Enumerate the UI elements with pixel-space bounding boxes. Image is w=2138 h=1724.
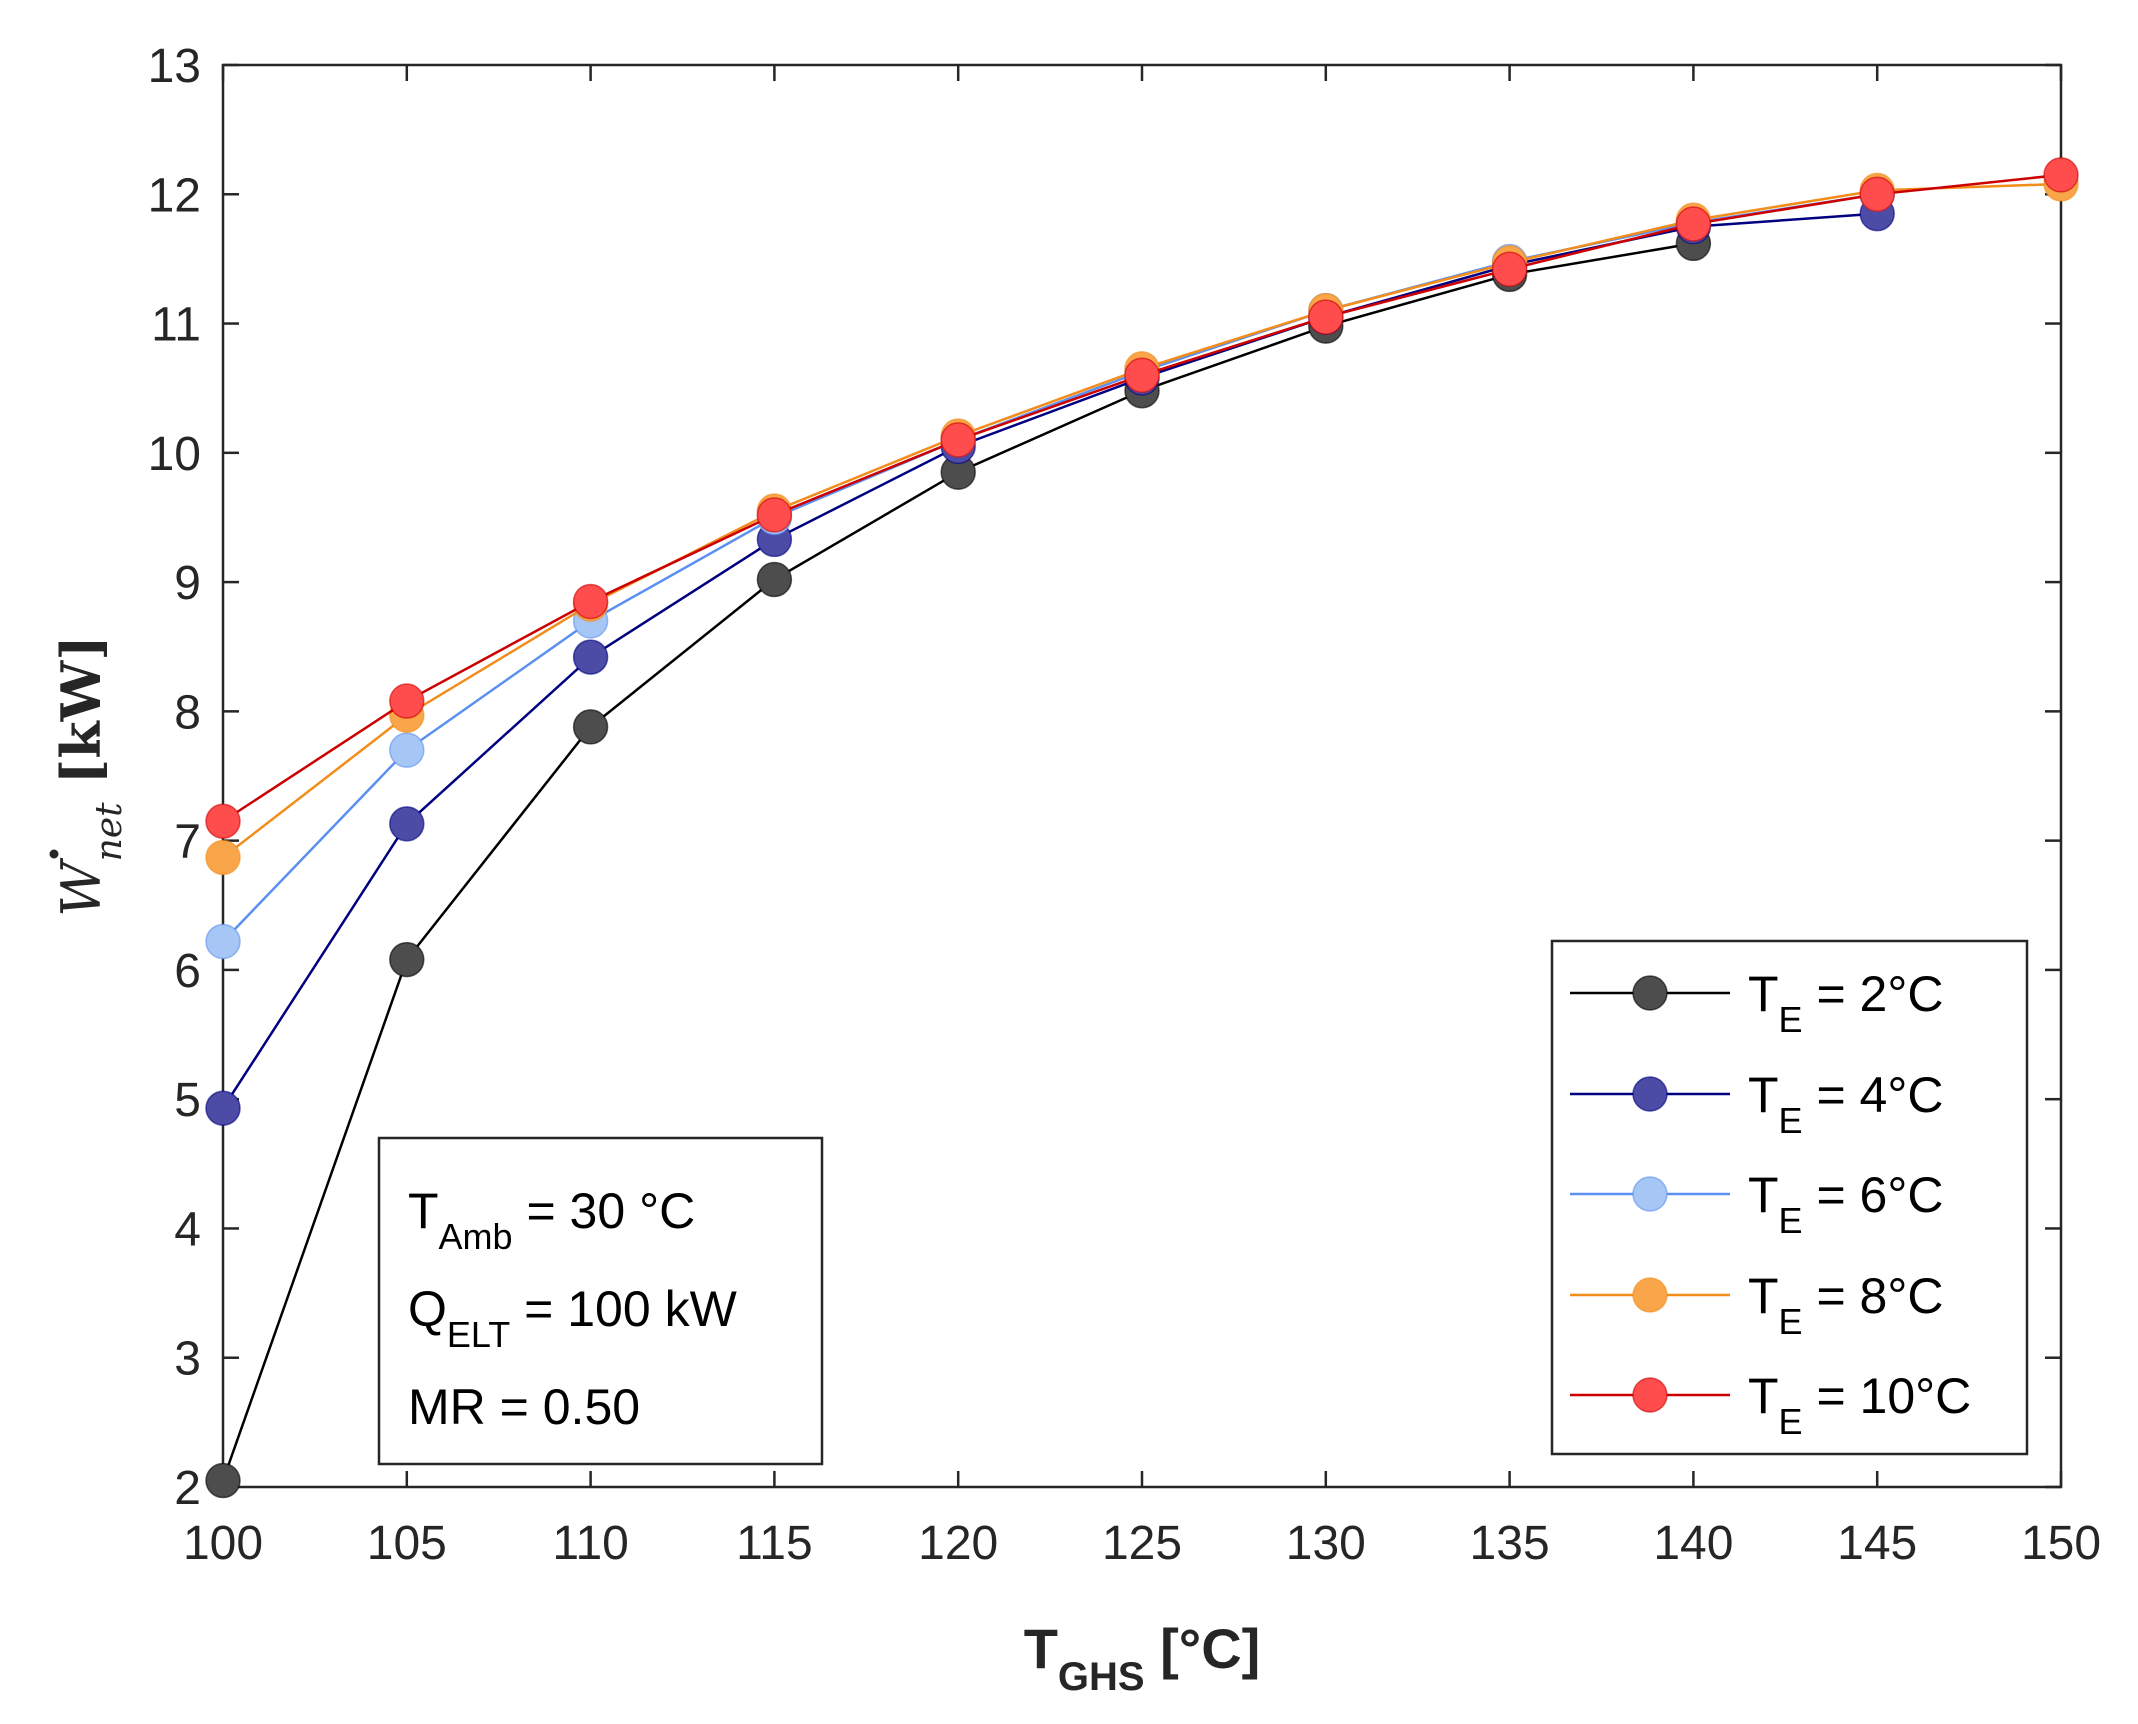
data-point bbox=[205, 923, 241, 960]
y-axis-title: Wnet[kW] bbox=[49, 635, 130, 917]
legend-label: TE = 4°C bbox=[1748, 1067, 1943, 1141]
x-tick-label: 115 bbox=[736, 1517, 813, 1570]
legend-marker bbox=[1632, 975, 1668, 1011]
y-tick-label: 2 bbox=[174, 1462, 201, 1515]
legend: TE = 2°C TE = 4°C TE = 6°C TE = 8°C TE = 10°… bbox=[1550, 939, 2029, 1456]
legend-marker bbox=[1632, 1377, 1668, 1413]
x-tick-label: 110 bbox=[552, 1517, 629, 1570]
data-point bbox=[205, 1090, 241, 1126]
x-tick-label: 125 bbox=[1102, 1517, 1182, 1570]
y-tick-label: 8 bbox=[174, 686, 201, 739]
y-tick-label: 12 bbox=[148, 169, 201, 222]
annotation-frame bbox=[377, 1136, 824, 1466]
data-point bbox=[572, 583, 609, 620]
data-point bbox=[756, 561, 793, 598]
data-point bbox=[205, 1462, 241, 1499]
data-point bbox=[389, 683, 425, 719]
data-point bbox=[572, 709, 609, 745]
y-tick-label: 3 bbox=[174, 1333, 201, 1386]
legend-entry-2: TE = 4°C bbox=[1570, 1067, 1943, 1141]
y-tick-label: 10 bbox=[148, 428, 201, 481]
data-point bbox=[1124, 357, 1160, 394]
data-point bbox=[1308, 299, 1344, 335]
x-tick-label: 105 bbox=[367, 1517, 447, 1570]
y-tick-label: 7 bbox=[174, 816, 201, 869]
x-tick-label: 145 bbox=[1837, 1517, 1917, 1570]
x-tick-labels: 100 105 110 115 120 125 130 135 140 145 150 bbox=[183, 1517, 2101, 1570]
data-point bbox=[1675, 206, 1712, 242]
data-point bbox=[389, 806, 425, 842]
data-point bbox=[2043, 157, 2079, 193]
y-tick-label: 9 bbox=[174, 557, 201, 610]
data-point bbox=[205, 803, 241, 839]
x-tick-label: 130 bbox=[1286, 1517, 1366, 1570]
data-point bbox=[756, 497, 793, 533]
x-tick-label: 100 bbox=[183, 1517, 263, 1570]
legend-marker bbox=[1632, 1176, 1668, 1212]
data-point bbox=[1859, 176, 1895, 213]
series-5 bbox=[205, 157, 2079, 839]
legend-entries: TE = 2°C TE = 4°C TE = 6°C TE = 8°C TE = 10°… bbox=[1570, 966, 1971, 1442]
data-point bbox=[1491, 251, 1528, 288]
x-tick-label: 140 bbox=[1653, 1517, 1733, 1570]
legend-label: TE = 8°C bbox=[1748, 1268, 1943, 1342]
annotation-box: TAmb = 30 °C QELT = 100 kW MR = 0.50 bbox=[377, 1136, 824, 1466]
data-point bbox=[389, 941, 425, 978]
y-axis-title-dot bbox=[49, 849, 59, 859]
x-tick-label: 120 bbox=[918, 1517, 998, 1570]
legend-label: TE = 6°C bbox=[1748, 1167, 1943, 1241]
annotation-line-2: QELT = 100 kW bbox=[408, 1281, 738, 1355]
legend-label: TE = 10°C bbox=[1748, 1368, 1971, 1442]
y-tick-label: 11 bbox=[151, 299, 201, 352]
data-point bbox=[389, 732, 425, 768]
data-point bbox=[940, 422, 976, 458]
legend-entry-5: TE = 10°C bbox=[1570, 1368, 1971, 1442]
annotation-line-3: MR = 0.50 bbox=[408, 1379, 640, 1435]
legend-entry-3: TE = 6°C bbox=[1570, 1167, 1943, 1241]
data-point bbox=[572, 639, 609, 675]
svg-text:Wnet[kW]: Wnet[kW] bbox=[49, 635, 130, 917]
legend-marker bbox=[1632, 1277, 1668, 1313]
y-tick-label: 6 bbox=[174, 945, 201, 998]
legend-label: TE = 2°C bbox=[1748, 966, 1943, 1040]
y-tick-label: 5 bbox=[174, 1074, 201, 1127]
legend-entry-4: TE = 8°C bbox=[1570, 1268, 1943, 1342]
series-layer bbox=[205, 157, 2079, 1499]
x-tick-label: 135 bbox=[1470, 1517, 1550, 1570]
annotation-line-1: TAmb = 30 °C bbox=[408, 1183, 695, 1257]
legend-entry-1: TE = 2°C bbox=[1570, 966, 1943, 1040]
x-tick-label: 150 bbox=[2021, 1517, 2101, 1570]
legend-marker bbox=[1632, 1076, 1668, 1112]
x-axis-title: TGHS [°C] bbox=[1024, 1617, 1261, 1699]
y-tick-label: 4 bbox=[174, 1203, 201, 1256]
data-point bbox=[205, 839, 241, 876]
legend-frame bbox=[1550, 939, 2029, 1456]
y-tick-label: 13 bbox=[148, 40, 201, 93]
y-tick-labels: 2 3 4 5 6 7 8 9 10 11 12 13 bbox=[148, 40, 201, 1515]
